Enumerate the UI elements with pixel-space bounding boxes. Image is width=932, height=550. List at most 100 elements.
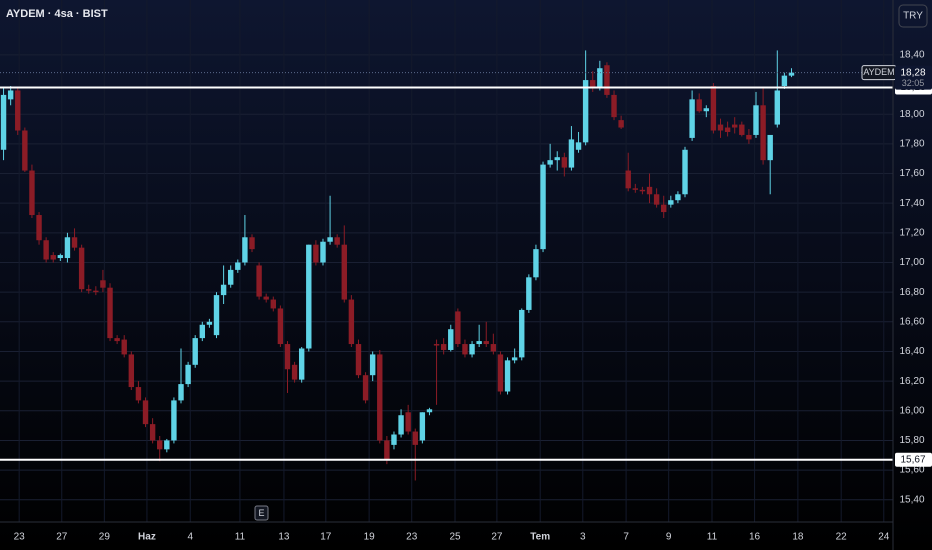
currency-label[interactable]: TRY <box>903 11 923 22</box>
x-tick-label: 13 <box>278 532 290 543</box>
candle-body <box>192 338 198 365</box>
x-tick-label: 27 <box>56 532 68 543</box>
y-tick-label: 15,60 <box>899 465 924 476</box>
candle-body <box>114 338 120 342</box>
candle-body <box>121 339 127 355</box>
y-tick-label: 18,00 <box>899 109 924 120</box>
candle-body <box>419 412 426 441</box>
last-price-label: 18,28 <box>900 67 925 78</box>
candle-body <box>604 65 610 95</box>
candle-body <box>284 344 291 370</box>
x-tick-label: 18 <box>792 532 804 543</box>
candle-body <box>107 287 113 339</box>
candle-body <box>93 290 99 293</box>
candle-body <box>277 308 284 345</box>
y-tick-label: 17,80 <box>899 138 924 149</box>
event-marker[interactable] <box>254 505 269 521</box>
x-tick-label: 22 <box>836 532 848 543</box>
candle-body <box>547 160 553 165</box>
candle-body <box>682 149 688 195</box>
candle-body <box>306 244 312 349</box>
candle-body <box>519 309 525 358</box>
candle-body <box>739 124 745 135</box>
candle-body <box>15 90 21 131</box>
candle-body <box>540 164 546 250</box>
candle-body <box>149 424 156 441</box>
x-tick-label: 3 <box>580 532 586 543</box>
x-tick-label: 19 <box>364 532 376 543</box>
candle-body <box>320 241 326 263</box>
candle-body <box>249 237 255 250</box>
candle-body <box>327 237 333 242</box>
candle-body <box>433 344 440 346</box>
candle-body <box>348 299 355 345</box>
candle-body <box>490 344 497 352</box>
y-tick-label: 16,80 <box>899 287 924 298</box>
x-tick-label: Tem <box>530 532 550 543</box>
candle-body <box>178 384 184 401</box>
candle-body <box>554 157 560 161</box>
y-tick-label: 17,00 <box>899 257 924 268</box>
candle-body <box>639 189 646 192</box>
x-tick-label: 11 <box>707 532 718 543</box>
candle-body <box>57 255 64 259</box>
candle-body <box>199 324 206 339</box>
candle-body <box>511 357 518 361</box>
candle-body <box>313 244 319 263</box>
x-tick-label: 7 <box>623 532 629 543</box>
candle-body <box>533 249 539 278</box>
candle-body <box>469 344 475 355</box>
x-tick-label: 17 <box>320 532 332 543</box>
y-tick-label: 16,00 <box>899 405 924 416</box>
candle-body <box>753 105 759 135</box>
candle-body <box>291 364 298 380</box>
candle-body <box>71 237 78 248</box>
candle-body <box>412 431 418 445</box>
candle-body <box>164 440 170 450</box>
candle-body <box>661 204 667 213</box>
candle-body <box>653 194 660 205</box>
candle-body <box>135 387 142 401</box>
candle-body <box>0 94 7 150</box>
candle-body <box>590 80 596 88</box>
candle-body <box>256 265 262 297</box>
candle-body <box>78 247 85 290</box>
candle-body <box>455 311 461 345</box>
y-tick-label: 17,60 <box>899 168 924 179</box>
candle-body <box>497 354 504 392</box>
candle-body <box>448 329 454 350</box>
candle-body <box>568 139 575 168</box>
candle-body <box>696 99 702 112</box>
candle-body <box>575 142 582 150</box>
candle-body <box>263 296 269 300</box>
candle-body <box>462 344 468 355</box>
x-tick-label: 25 <box>449 532 461 543</box>
y-tick-label: 17,20 <box>899 227 924 238</box>
candle-body <box>646 186 653 195</box>
candle-body <box>100 280 106 288</box>
currency-button[interactable] <box>898 4 928 28</box>
x-tick-label: 16 <box>749 532 761 543</box>
x-tick-label: 24 <box>878 532 890 543</box>
candle-body <box>86 289 92 291</box>
candle-body <box>29 170 35 216</box>
y-tick-label: 18,40 <box>899 50 924 61</box>
candle-body <box>369 354 376 376</box>
candle-body <box>732 124 738 128</box>
candle-body <box>391 434 397 445</box>
candle-body <box>213 295 220 336</box>
candle-body <box>334 237 340 245</box>
candle-body <box>384 440 390 460</box>
candle-body <box>710 86 717 131</box>
candle-body <box>64 237 71 259</box>
y-tick-label: 16,20 <box>899 376 924 387</box>
candle-body <box>582 80 589 143</box>
candle-body <box>355 344 362 376</box>
candle-body <box>128 354 135 388</box>
x-tick-label: Haz <box>138 532 156 543</box>
candle-body <box>228 269 234 285</box>
event-marker-label[interactable]: E <box>258 508 264 518</box>
candle-body <box>625 170 631 189</box>
